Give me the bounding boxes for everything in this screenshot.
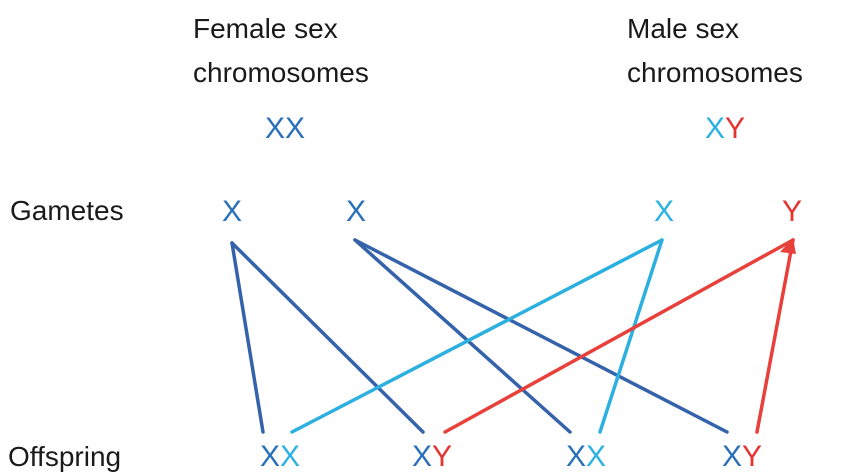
line — [598, 238, 664, 434]
male-label: chromosomes — [627, 57, 803, 88]
line — [353, 238, 572, 434]
chromosome: X — [285, 112, 305, 145]
chromosome: Y — [742, 440, 762, 473]
line — [230, 241, 425, 434]
female-genotype: XX — [265, 112, 305, 145]
line — [290, 238, 664, 434]
male-genotype: XY — [705, 112, 745, 145]
offspring: XX — [566, 440, 606, 473]
chromosome: X — [265, 112, 285, 145]
offspring: XY — [412, 440, 452, 473]
chromosome: X — [722, 440, 742, 473]
line — [353, 238, 729, 434]
female-label: Female sex — [193, 13, 338, 44]
chromosome: X — [260, 440, 280, 473]
gamete: X — [222, 195, 242, 228]
chromosome: Y — [432, 440, 452, 473]
gamete: X — [654, 195, 674, 228]
chromosome: X — [412, 440, 432, 473]
chromosome: Y — [725, 112, 745, 145]
connections — [230, 238, 796, 434]
gametes-label: Gametes — [10, 195, 124, 226]
offspring: XY — [722, 440, 762, 473]
line — [755, 238, 795, 434]
gamete: Y — [782, 195, 802, 228]
female-label: chromosomes — [193, 57, 369, 88]
chromosome: X — [705, 112, 725, 145]
gamete: X — [346, 195, 366, 228]
line — [230, 241, 265, 434]
arrowhead — [780, 238, 796, 254]
line — [443, 238, 795, 434]
chromosome: X — [566, 440, 586, 473]
male-label: Male sex — [627, 13, 739, 44]
offspring: XX — [260, 440, 300, 473]
chromosome: X — [280, 440, 300, 473]
chromosome: X — [586, 440, 606, 473]
offspring-label: Offspring — [8, 441, 121, 472]
